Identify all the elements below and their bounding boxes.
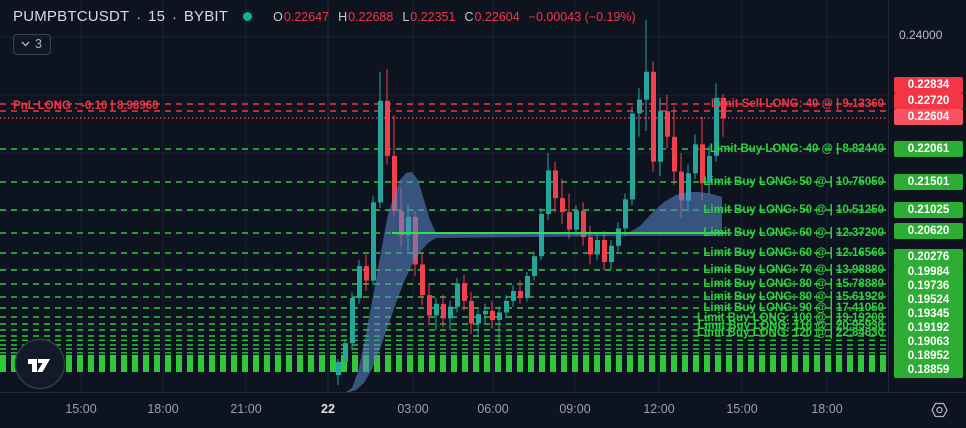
time-axis-tick: 03:00: [397, 402, 429, 416]
limit-buy-order-label[interactable]: Limit Buy LONG: 120 @ | 22.84630: [697, 327, 884, 339]
limit-buy-order-label[interactable]: Limit Buy LONG: 50 @ | 10.51250: [703, 204, 884, 216]
order-price-badge: 0.19345: [894, 306, 963, 322]
exchange-label[interactable]: BYBIT: [183, 8, 229, 25]
time-axis-tick: 09:00: [559, 402, 591, 416]
time-axis-tick: 15:00: [65, 402, 97, 416]
limit-buy-order-label[interactable]: Limit Buy LONG: 100 @ | 19.19200: [697, 312, 884, 324]
tradingview-logo-icon: [14, 338, 66, 390]
time-axis-tick: 22: [321, 402, 335, 416]
collapse-indicators-button[interactable]: 3: [13, 34, 51, 55]
ohlc-item: O0.22647: [273, 9, 330, 24]
chevron-down-icon: [21, 41, 30, 47]
order-price-badge: 0.18859: [894, 362, 963, 378]
limit-buy-order-label[interactable]: Limit Buy LONG: 60 @ | 12.37200: [703, 227, 884, 239]
ohlc-item: C0.22604: [464, 9, 520, 24]
limit-buy-order-label[interactable]: Limit Buy LONG: 50 @ | 10.75050: [703, 176, 884, 188]
order-price-badge: 0.21025: [894, 202, 963, 218]
order-price-badge: 0.19984: [894, 264, 963, 280]
time-axis-tick: 18:00: [147, 402, 179, 416]
order-price-badge: 0.19736: [894, 278, 963, 294]
ohlc-values: O0.22647 H0.22688 L0.22351 C0.22604: [273, 10, 520, 24]
current-price-badge: 0.22604: [894, 109, 963, 125]
order-price-badge: 0.22834: [894, 77, 963, 93]
change-value: −0.00043 (−0.19%): [528, 9, 636, 24]
time-axis-tick: 06:00: [477, 402, 509, 416]
hidden-indicator-count: 3: [35, 37, 42, 51]
limit-buy-order-label[interactable]: Limit Buy LONG: 40 @ | 8.82440: [709, 143, 884, 155]
limit-sell-order-label[interactable]: Limit Sell LONG: 40 @ | 9.13360: [711, 98, 884, 110]
separator: ·: [136, 8, 142, 25]
order-price-badge: 0.22061: [894, 141, 963, 157]
time-axis-tick: 18:00: [811, 402, 843, 416]
limit-buy-order-label[interactable]: Limit Buy LONG: 60 @ | 12.16560: [703, 247, 884, 259]
order-price-badge: 0.20620: [894, 223, 963, 239]
time-axis-settings-button[interactable]: [924, 397, 954, 423]
limit-buy-order-label[interactable]: Limit Buy LONG: 110 @ | 20.95930: [697, 320, 884, 332]
interval-label[interactable]: 15: [148, 8, 166, 25]
tradingview-logo[interactable]: [14, 338, 66, 395]
limit-buy-order-label[interactable]: Limit Buy LONG: 80 @ | 15.61920: [703, 291, 884, 303]
price-axis[interactable]: 0.24000 0.22834 0.22720 0.22604 0.22061 0.21…: [888, 0, 966, 392]
settings-hexagon-icon: [930, 402, 948, 418]
chart-legend: PUMPBTCUSDT · 15 · BYBIT O0.22647 H0.2268…: [13, 8, 636, 25]
order-price-badge: 0.21501: [894, 174, 963, 190]
chart-canvas[interactable]: [0, 0, 888, 392]
order-price-badge: 0.19192: [894, 320, 963, 336]
ohlc-item: L0.22351: [402, 9, 456, 24]
price-axis-tick: 0.24000: [899, 28, 943, 42]
ohlc-item: H0.22688: [338, 9, 394, 24]
pnl-long-label[interactable]: PnL LONG : -0.10 | 8.98960: [13, 100, 159, 112]
limit-buy-order-label[interactable]: Limit Buy LONG: 70 @ | 13.98880: [703, 264, 884, 276]
time-axis-tick: 15:00: [726, 402, 758, 416]
market-status-icon[interactable]: [241, 10, 255, 23]
time-axis-tick: 21:00: [230, 402, 262, 416]
time-axis[interactable]: 15:00 18:00 21:00 22 03:00 06:00 09:00 12:00 15:…: [0, 392, 966, 428]
separator: ·: [172, 8, 177, 25]
symbol-name[interactable]: PUMPBTCUSDT: [13, 8, 130, 25]
order-price-badge: 0.18952: [894, 348, 963, 364]
order-price-badge: 0.20276: [894, 249, 963, 265]
limit-buy-order-label[interactable]: Limit Buy LONG: 90 @ | 17.41050: [703, 302, 884, 314]
order-price-badge: 0.19524: [894, 292, 963, 308]
time-axis-tick: 12:00: [643, 402, 675, 416]
order-price-badge: 0.22720: [894, 93, 963, 109]
limit-buy-order-label[interactable]: Limit Buy LONG: 80 @ | 15.78880: [703, 278, 884, 290]
order-price-badge: 0.19063: [894, 334, 963, 350]
